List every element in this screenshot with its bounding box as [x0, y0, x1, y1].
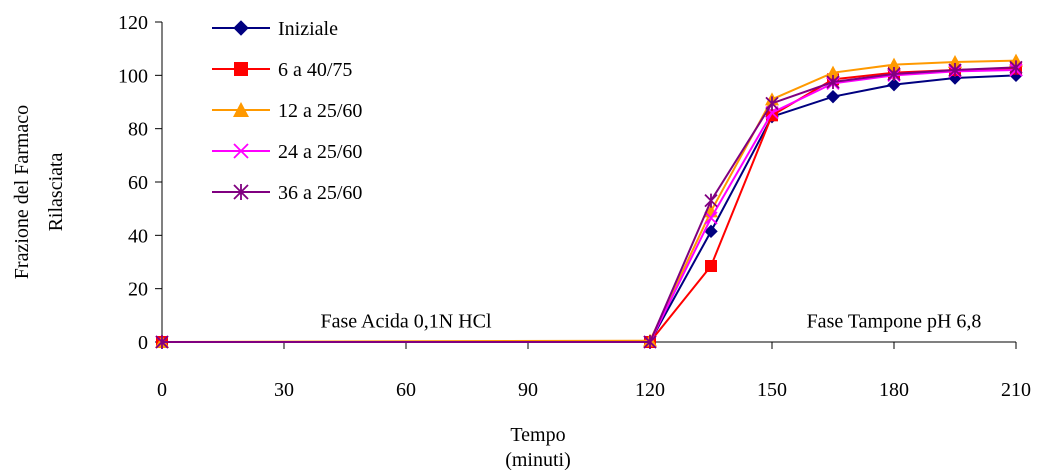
data-point — [155, 335, 169, 349]
data-point — [704, 211, 718, 225]
y-tick-label: 80 — [128, 119, 148, 141]
legend-label: 36 a 25/60 — [278, 182, 362, 204]
legend: Iniziale 6 a 40/75 12 a 25/60 24 a 25/60 36 … — [212, 18, 362, 204]
legend-label: 12 a 25/60 — [278, 100, 362, 122]
y-tick-label: 100 — [118, 65, 148, 87]
data-point — [704, 224, 718, 239]
x-tick-label: 90 — [518, 379, 538, 401]
data-point — [233, 20, 249, 36]
legend-item: 6 a 40/75 — [212, 59, 352, 81]
x-tick-label: 0 — [157, 379, 167, 401]
legend-label: 24 a 25/60 — [278, 141, 362, 163]
x-tick-label: 210 — [1001, 379, 1031, 401]
legend-item: 36 a 25/60 — [212, 182, 362, 204]
series — [155, 53, 1023, 349]
annotation-acid-phase: Fase Acida 0,1N HCl — [320, 310, 492, 332]
series-5 — [155, 60, 1023, 349]
y-tick-label: 20 — [128, 279, 148, 301]
data-point — [948, 55, 962, 68]
x-tick-label: 120 — [635, 379, 665, 401]
x-axis-title-line-1: Tempo — [510, 424, 565, 446]
data-point — [1009, 60, 1023, 75]
series-line — [162, 66, 1017, 343]
annotations: Fase Acida 0,1N HCl Fase Tampone pH 6,8 — [320, 310, 981, 332]
y-tick-label: 0 — [138, 332, 148, 354]
x-tick-label: 30 — [274, 379, 294, 401]
data-point — [887, 77, 901, 92]
ticks: 0 20 40 60 80 100 120 0 30 60 90 120 150 180 210 — [118, 12, 1031, 401]
legend-label: 6 a 40/75 — [278, 59, 352, 81]
legend-item: Iniziale — [212, 18, 338, 40]
x-tick-label: 180 — [879, 379, 909, 401]
data-point — [948, 63, 962, 77]
y-tick-label: 60 — [128, 172, 148, 194]
series-line — [162, 69, 1017, 343]
data-point — [765, 96, 779, 111]
data-point — [887, 67, 901, 81]
y-axis-title-line-2: Rilasciata — [45, 152, 67, 231]
x-axis-title-line-2: (minuti) — [505, 449, 571, 470]
data-point — [705, 260, 717, 272]
data-point — [826, 65, 840, 79]
annotation-buffer-phase: Fase Tampone pH 6,8 — [807, 310, 982, 332]
data-point — [233, 143, 249, 159]
data-point — [233, 102, 249, 117]
data-point — [887, 57, 901, 71]
data-point — [234, 62, 248, 76]
legend-item: 12 a 25/60 — [212, 100, 362, 122]
data-point — [643, 335, 657, 349]
x-tick-label: 150 — [757, 379, 787, 401]
legend-label: Iniziale — [278, 18, 338, 40]
legend-item: 24 a 25/60 — [212, 141, 362, 163]
data-point — [826, 89, 840, 104]
data-point — [233, 184, 249, 200]
data-point — [826, 75, 840, 89]
y-axis-title-line-1: Frazione del Farmaco — [11, 105, 33, 279]
data-point — [704, 193, 718, 208]
x-tick-label: 60 — [396, 379, 416, 401]
y-tick-label: 40 — [128, 225, 148, 247]
axis-titles: Frazione del Farmaco Rilasciata Tempo (m… — [11, 105, 571, 471]
y-tick-label: 120 — [118, 12, 148, 34]
